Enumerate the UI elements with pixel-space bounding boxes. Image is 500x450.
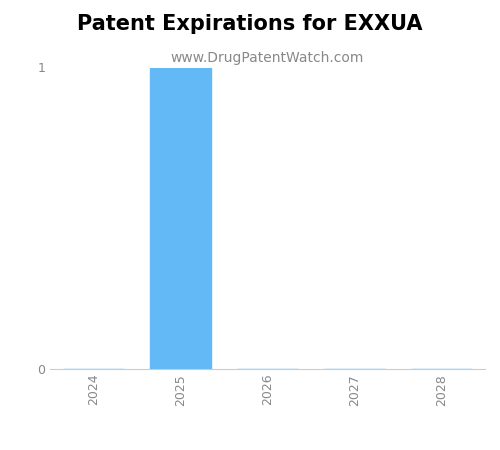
Title: www.DrugPatentWatch.com: www.DrugPatentWatch.com xyxy=(171,51,364,65)
Bar xyxy=(150,68,211,369)
Text: Patent Expirations for EXXUA: Patent Expirations for EXXUA xyxy=(77,14,423,33)
